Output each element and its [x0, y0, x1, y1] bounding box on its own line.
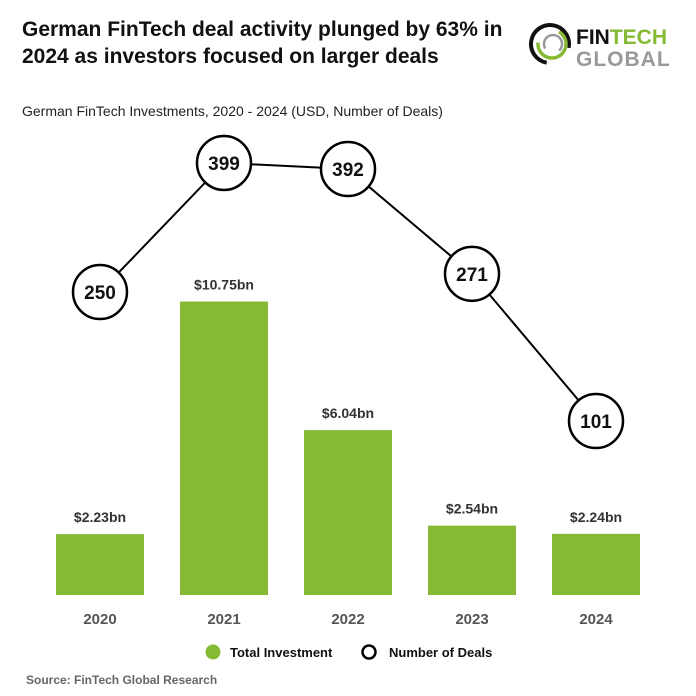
legend-label-investment: Total Investment [230, 645, 333, 660]
fintech-global-logo: FINTECH GLOBAL [529, 23, 671, 70]
deal-label-2022: 392 [332, 160, 364, 181]
deal-point-2022 [319, 140, 377, 198]
chart-subtitle: German FinTech Investments, 2020 - 2024 … [22, 103, 443, 119]
legend-swatch-investment [205, 644, 221, 660]
legend: Total Investment Number of Deals [205, 644, 492, 660]
bar-2021 [180, 301, 268, 595]
bar-label-2021: $10.75bn [194, 277, 254, 293]
x-tick-2022: 2022 [331, 611, 364, 628]
deal-label-2021: 399 [208, 154, 240, 175]
source-note: Source: FinTech Global Research [26, 673, 218, 687]
legend-label-deals: Number of Deals [389, 645, 492, 660]
deal-label-2024: 101 [580, 412, 612, 433]
deals-line [99, 161, 597, 422]
legend-swatch-deals [361, 644, 377, 660]
bar-2024 [552, 533, 640, 595]
bar-2020 [56, 534, 144, 595]
x-tick-2023: 2023 [455, 611, 488, 628]
deal-point-2024 [567, 392, 625, 450]
bar-label-2020: $2.23bn [74, 509, 126, 525]
x-tick-2021: 2021 [207, 611, 240, 628]
svg-text:GLOBAL: GLOBAL [576, 48, 671, 70]
deal-label-2020: 250 [84, 283, 116, 304]
bar-label-2022: $6.04bn [322, 405, 374, 421]
x-tick-2020: 2020 [83, 611, 116, 628]
bar-label-2024: $2.24bn [570, 509, 622, 525]
deal-point-2023 [443, 245, 501, 303]
bar-2023 [428, 525, 516, 595]
chart-title: German FinTech deal activity plunged by … [22, 18, 503, 68]
deal-point-2020 [71, 263, 129, 321]
deal-point-2021 [195, 134, 253, 192]
x-tick-2024: 2024 [579, 611, 613, 628]
svg-text:FINTECH: FINTECH [576, 26, 667, 49]
bar-2022 [304, 430, 392, 595]
deal-label-2023: 271 [456, 265, 488, 286]
bar-label-2023: $2.54bn [446, 501, 498, 517]
